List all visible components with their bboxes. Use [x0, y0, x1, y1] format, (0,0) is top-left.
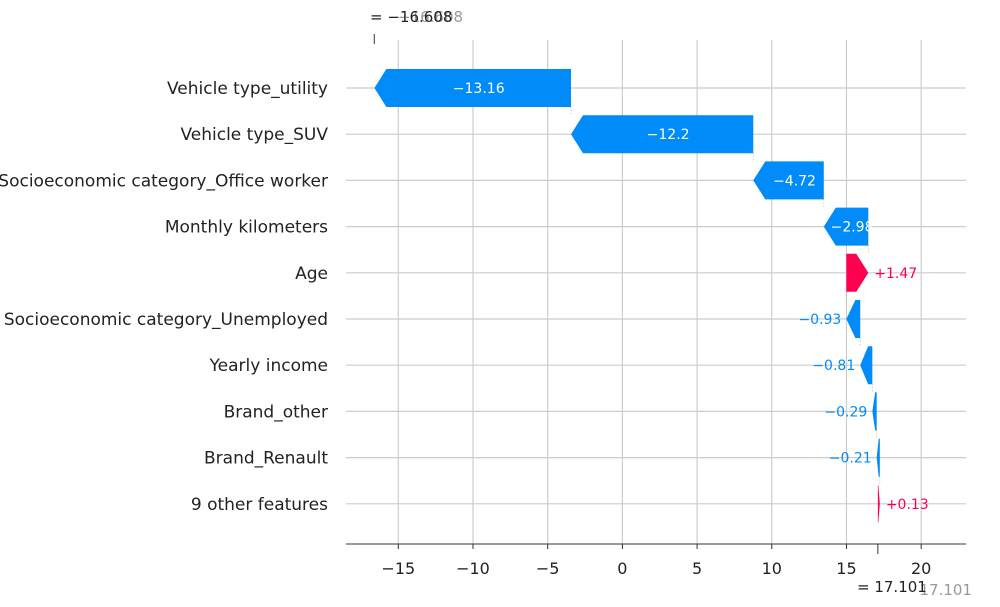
waterfall-bar: [374, 69, 572, 107]
labels-layer: Vehicle type_utility Vehicle type_SUV Soci…: [0, 8, 972, 599]
waterfall-bar: [872, 392, 877, 431]
feature-label: 9 other features: [191, 495, 328, 515]
bar-value-label: −4.72: [773, 173, 816, 189]
fx-value-label: = −16.608: [370, 8, 452, 26]
bar-value-label: −13.16: [453, 81, 505, 97]
x-tick-label: 0: [617, 559, 627, 578]
waterfall-bar: [877, 484, 880, 523]
bar-value-label: +0.13: [886, 497, 929, 513]
waterfall-bar: [876, 438, 880, 477]
feature-label: Monthly kilometers: [165, 218, 328, 238]
bar-value-label: +1.47: [874, 266, 917, 282]
waterfall-bar: [753, 161, 824, 200]
x-axis: −15 −10 −5 0 5 10 15 20: [346, 34, 966, 578]
bar-value-label: −0.21: [829, 451, 872, 467]
feature-label: Brand_Renault: [204, 449, 328, 469]
x-tick-label: −15: [381, 559, 415, 578]
x-tick-label: −5: [536, 559, 560, 578]
waterfall-bar: [846, 253, 869, 292]
bar-value-label: −12.2: [647, 127, 690, 143]
x-tick-label: −10: [456, 559, 490, 578]
x-tick-label: 5: [692, 559, 702, 578]
feature-label: Brand_other: [224, 402, 328, 422]
waterfall-bar: [860, 346, 873, 385]
base-ghost-label: 17.101: [918, 581, 972, 599]
x-tick-label: 15: [836, 559, 856, 578]
waterfall-bar: [571, 115, 754, 154]
grid-layer: [346, 40, 966, 544]
waterfall-bar: [846, 300, 861, 338]
bar-value-label: −2.98: [831, 220, 874, 236]
feature-label: Socioeconomic category_Office worker: [0, 171, 328, 191]
bars-layer: [374, 69, 881, 523]
feature-label: Yearly income: [209, 356, 328, 376]
feature-label: Vehicle type_utility: [167, 79, 328, 99]
bar-value-label: −0.81: [812, 358, 855, 374]
feature-label: Socioeconomic category_Unemployed: [4, 310, 328, 330]
feature-label: Vehicle type_SUV: [180, 125, 328, 145]
feature-label: Age: [295, 264, 328, 284]
x-tick-label: 20: [911, 559, 931, 578]
bar-value-label: −0.93: [798, 312, 841, 328]
fx-ghost-label: −16.608: [398, 8, 463, 26]
base-value-label: = 17.101: [857, 578, 927, 596]
x-tick-label: 10: [762, 559, 782, 578]
waterfall-bar: [823, 207, 869, 246]
bar-value-label: −0.29: [824, 404, 867, 420]
